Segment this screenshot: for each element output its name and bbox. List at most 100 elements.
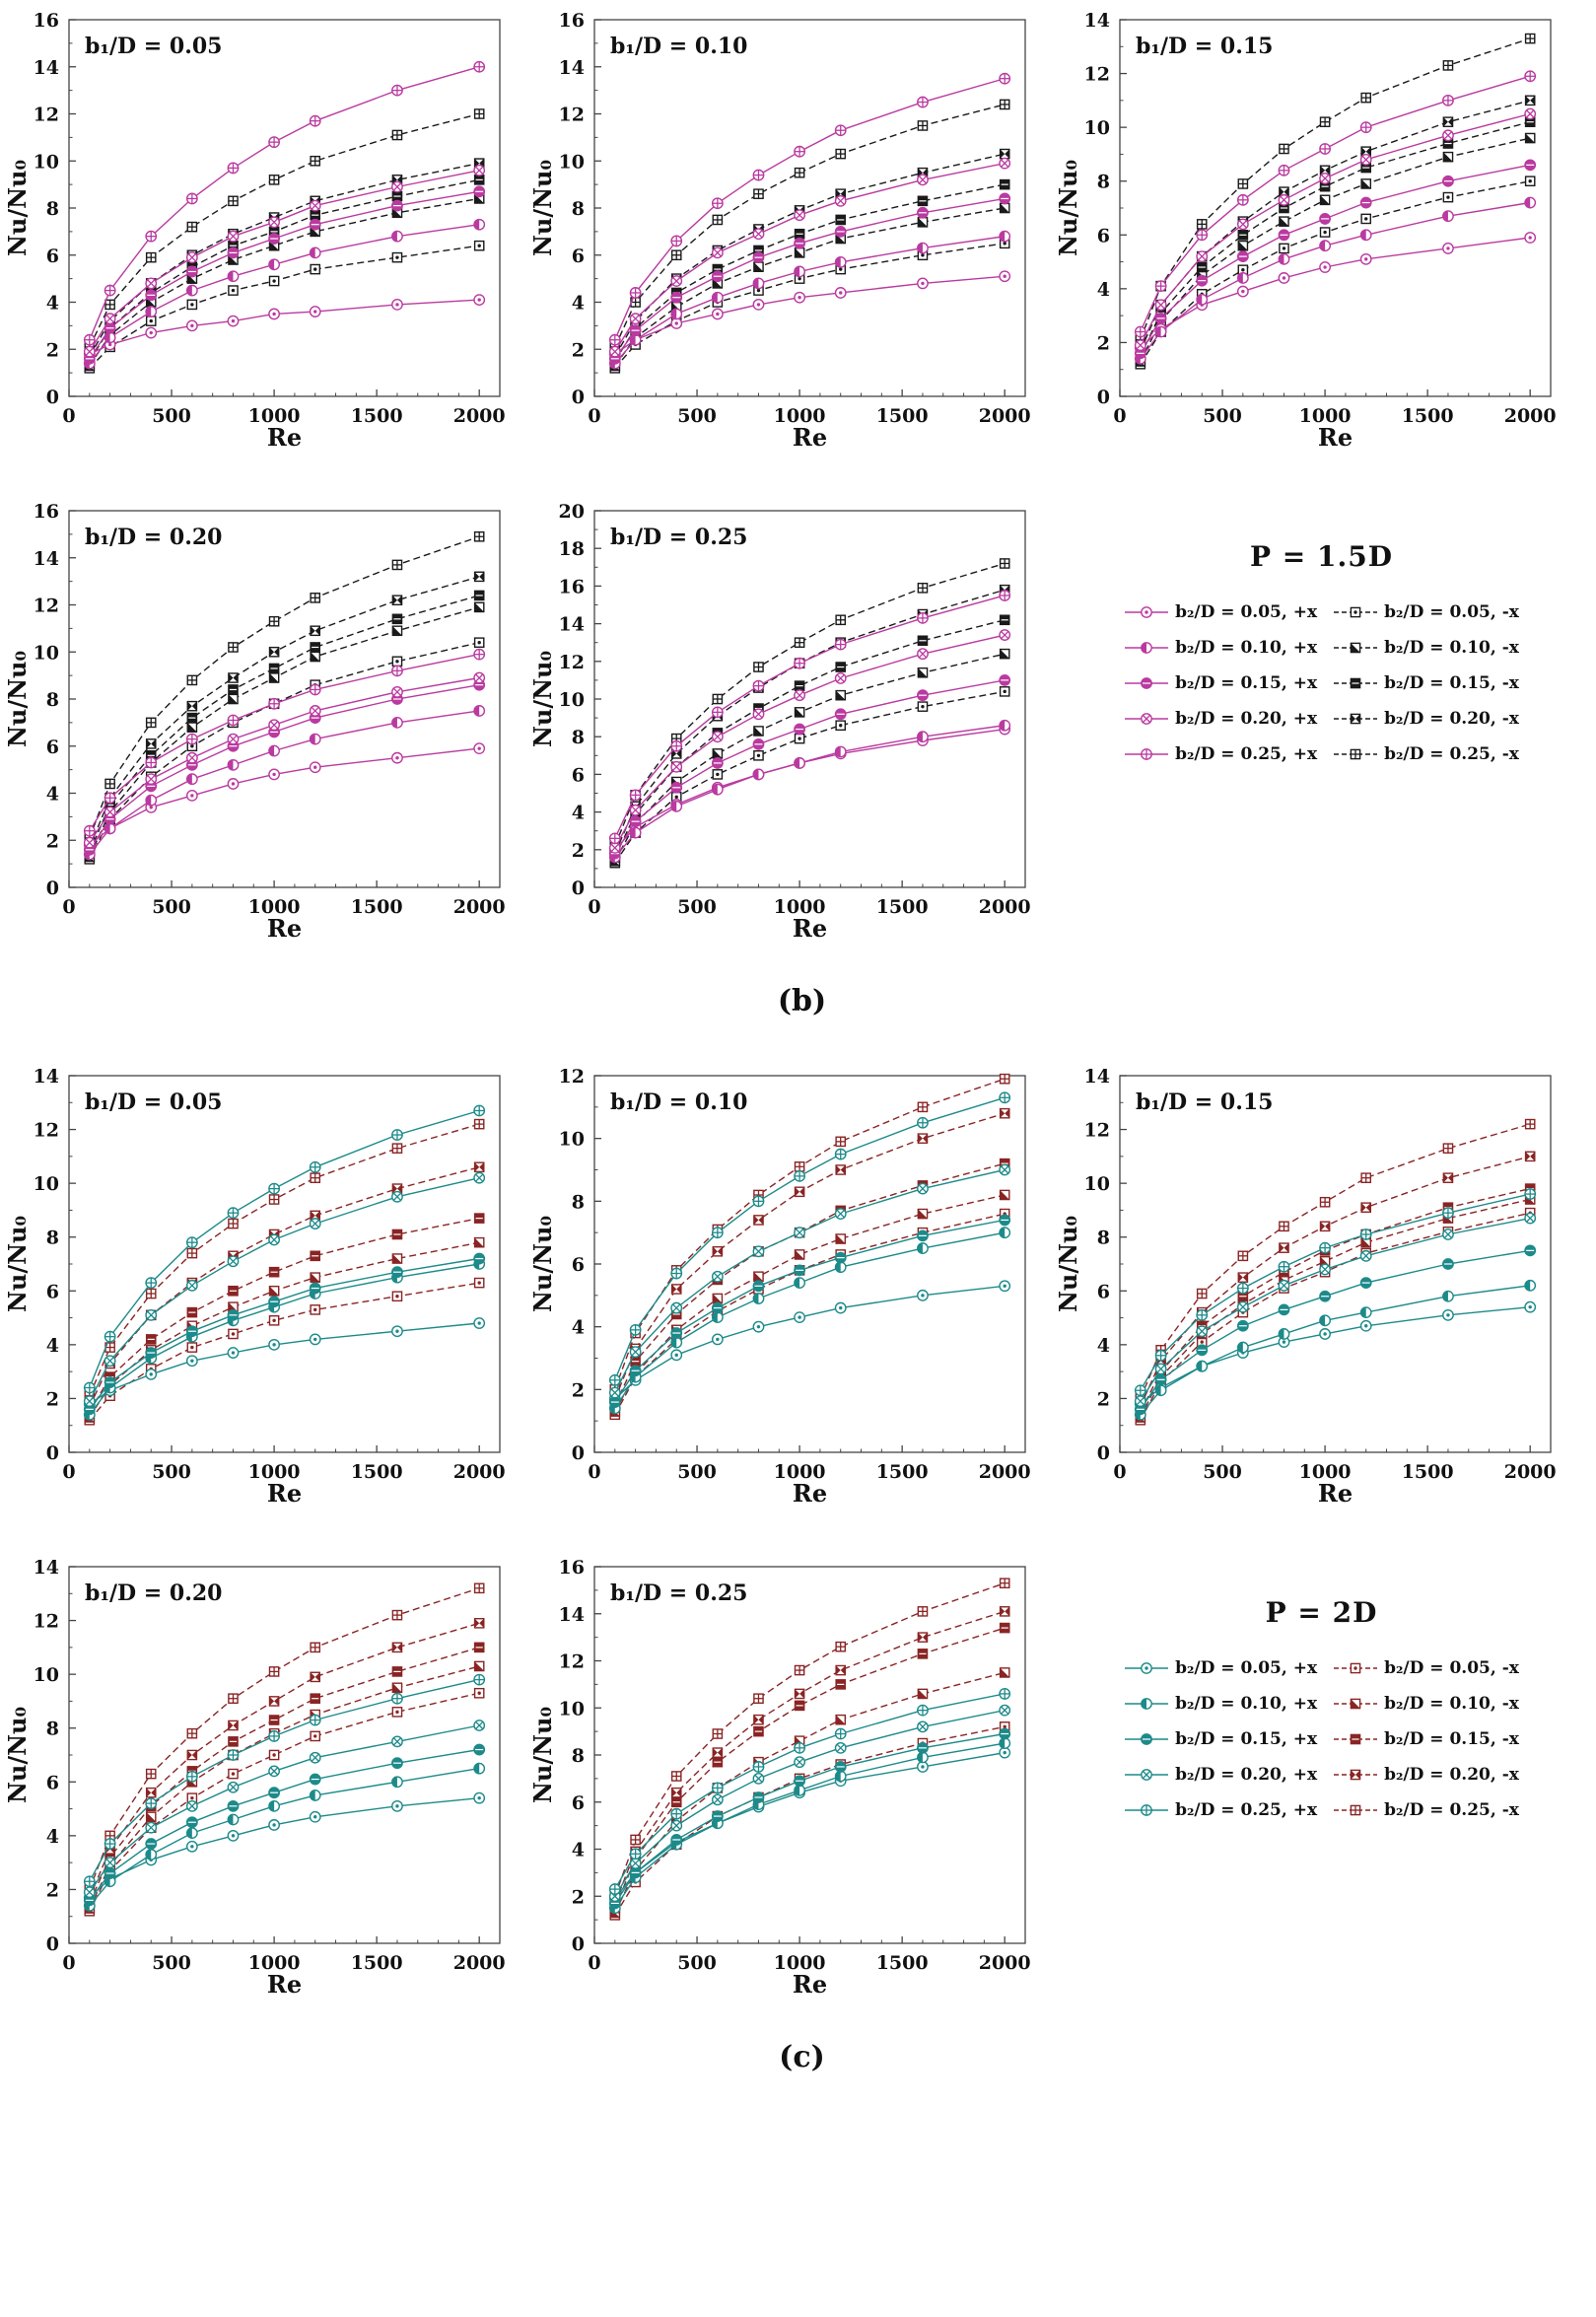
y-tick-label: 4 — [1097, 1335, 1110, 1357]
series-plus20 — [1134, 1212, 1537, 1408]
y-tick-label: 16 — [559, 1557, 585, 1579]
y-tick-label: 14 — [34, 1066, 59, 1088]
circle-plus-marker — [473, 1104, 486, 1117]
legend-entries: b₂/D = 0.05, +x b₂/D = 0.05, -x b₂/D = 0.1… — [1124, 602, 1519, 764]
square-x-marker — [794, 1186, 805, 1198]
subplot-cell: 0 500 1000 1500 2000 0 2 4 6 8 10 12 14 Re Nu/Nu₀ b₁/D … — [8, 1553, 533, 2006]
circle-plus-marker — [1236, 193, 1249, 206]
circle-fill-marker — [391, 1266, 403, 1279]
legend-label: b₂/D = 0.05, +x — [1175, 602, 1318, 622]
circle-half-marker — [629, 826, 642, 839]
series-minus20 — [609, 1107, 1010, 1405]
chart-c-b1d-0.10: 0 500 1000 1500 2000 0 2 4 6 8 10 12 Re Nu/Nu₀ b₁/D = … — [533, 1066, 1031, 1508]
x-tick-label: 1500 — [876, 405, 929, 427]
circle-plus-marker — [1196, 229, 1209, 242]
series-plus20 — [608, 1704, 1011, 1903]
circle-x-marker — [629, 1346, 642, 1359]
y-tick-label: 2 — [1097, 1388, 1110, 1410]
legend-label: b₂/D = 0.10, +x — [1175, 1694, 1318, 1714]
circle-x-icon — [1125, 1769, 1169, 1781]
x-tick-label: 500 — [152, 1952, 191, 1974]
circle-plus-marker — [1524, 1188, 1537, 1200]
y-tick-label: 16 — [34, 501, 59, 523]
square-plus-marker — [1196, 219, 1208, 230]
circle-half-marker — [227, 758, 240, 771]
circle-fill-marker — [473, 1743, 486, 1756]
circle-plus-marker — [834, 1148, 847, 1160]
triangle-half-marker — [391, 1682, 403, 1694]
plot-frame — [1119, 19, 1552, 397]
circle-fill-marker — [473, 185, 486, 198]
square-plus-marker — [753, 662, 764, 672]
circle-fill-marker — [629, 815, 642, 828]
square-x-marker — [712, 1747, 724, 1758]
subplot-title: b₁/D = 0.15 — [1136, 34, 1273, 59]
circle-dot-marker — [185, 1840, 198, 1853]
circle-half-marker — [711, 291, 724, 304]
square-plus-marker — [753, 1693, 764, 1705]
x-tick-label: 0 — [62, 405, 75, 427]
circle-x-marker — [1359, 1249, 1372, 1262]
circle-half-marker — [1524, 196, 1537, 209]
square-x-marker — [145, 738, 157, 749]
series-line — [89, 576, 480, 848]
legend-label: b₂/D = 0.20, -x — [1384, 709, 1519, 729]
x-tick-label: 0 — [1113, 405, 1126, 427]
square-plus-marker — [1524, 1118, 1536, 1130]
subplot-title: b₁/D = 0.15 — [1136, 1089, 1273, 1115]
circle-fill-marker — [752, 1280, 765, 1293]
square-plus-marker — [1319, 1196, 1331, 1208]
circle-x-marker — [1196, 250, 1209, 263]
circle-fill-marker — [1154, 1373, 1167, 1386]
square-plus-icon — [1334, 748, 1378, 760]
y-tick-label: 10 — [34, 1173, 59, 1195]
circle-half-marker — [794, 1277, 805, 1290]
circle-plus-marker — [917, 96, 929, 108]
y-tick-label: 12 — [559, 1651, 585, 1673]
circle-fill-marker — [1196, 274, 1209, 287]
legend-entry-minus20: b₂/D = 0.20, -x — [1333, 709, 1519, 729]
chart-b-b1d-0.20: 0 500 1000 1500 2000 0 2 4 6 8 10 12 14 16 Re Nu/Nu₀ b₁/… — [8, 501, 506, 943]
plot-frame — [593, 510, 1026, 888]
square-dot-marker — [391, 656, 403, 667]
y-tick-label: 14 — [559, 1604, 585, 1626]
circle-x-marker — [1442, 1229, 1454, 1240]
circle-half-marker — [268, 258, 280, 271]
square-fill-marker — [1350, 1733, 1361, 1745]
legend-label: b₂/D = 0.15, +x — [1175, 1729, 1318, 1749]
square-fill-marker — [228, 1285, 239, 1297]
legend-p2d: P = 2D b₂/D = 0.05, +x b₂/D = 0.05, -x b₂/… — [1059, 1553, 1584, 2006]
square-dot-marker — [473, 637, 485, 649]
square-plus-marker — [670, 249, 682, 261]
y-axis-label: Nu/Nu₀ — [1059, 160, 1082, 256]
square-plus-marker — [835, 1641, 847, 1652]
circle-half-marker — [185, 1827, 198, 1840]
square-plus-marker — [753, 188, 764, 199]
circle-x-marker — [1196, 1325, 1209, 1338]
x-tick-label: 2000 — [1504, 1461, 1557, 1483]
circle-half-marker — [391, 1776, 403, 1789]
triangle-half-marker — [1524, 132, 1536, 144]
square-x-marker — [228, 672, 239, 683]
y-tick-label: 0 — [572, 878, 585, 899]
circle-x-marker — [309, 199, 321, 212]
circle-half-marker — [145, 1849, 158, 1861]
square-dot-marker — [1524, 176, 1536, 187]
panel-b: 0 500 1000 1500 2000 0 2 4 6 8 10 12 14 16 Re Nu/Nu₀ b₁/… — [8, 6, 1596, 950]
legend-entry-plus15: b₂/D = 0.15, +x — [1124, 673, 1317, 693]
y-tick-label: 20 — [559, 501, 585, 523]
circle-plus-marker — [104, 284, 116, 297]
circle-plus-marker — [1524, 70, 1537, 83]
square-fill-marker — [391, 190, 403, 202]
x-tick-label: 500 — [152, 896, 191, 918]
circle-fill-marker — [1524, 159, 1537, 172]
circle-plus-marker — [711, 197, 724, 210]
series-minus25 — [1135, 1118, 1536, 1404]
circle-half-marker — [711, 1311, 724, 1324]
square-x-marker — [794, 1688, 805, 1700]
legend-label: b₂/D = 0.15, -x — [1384, 1729, 1519, 1749]
circle-half-marker — [999, 719, 1011, 732]
circle-plus-marker — [309, 1160, 321, 1173]
x-tick-label: 500 — [152, 405, 191, 427]
circle-fill-marker — [917, 689, 929, 702]
